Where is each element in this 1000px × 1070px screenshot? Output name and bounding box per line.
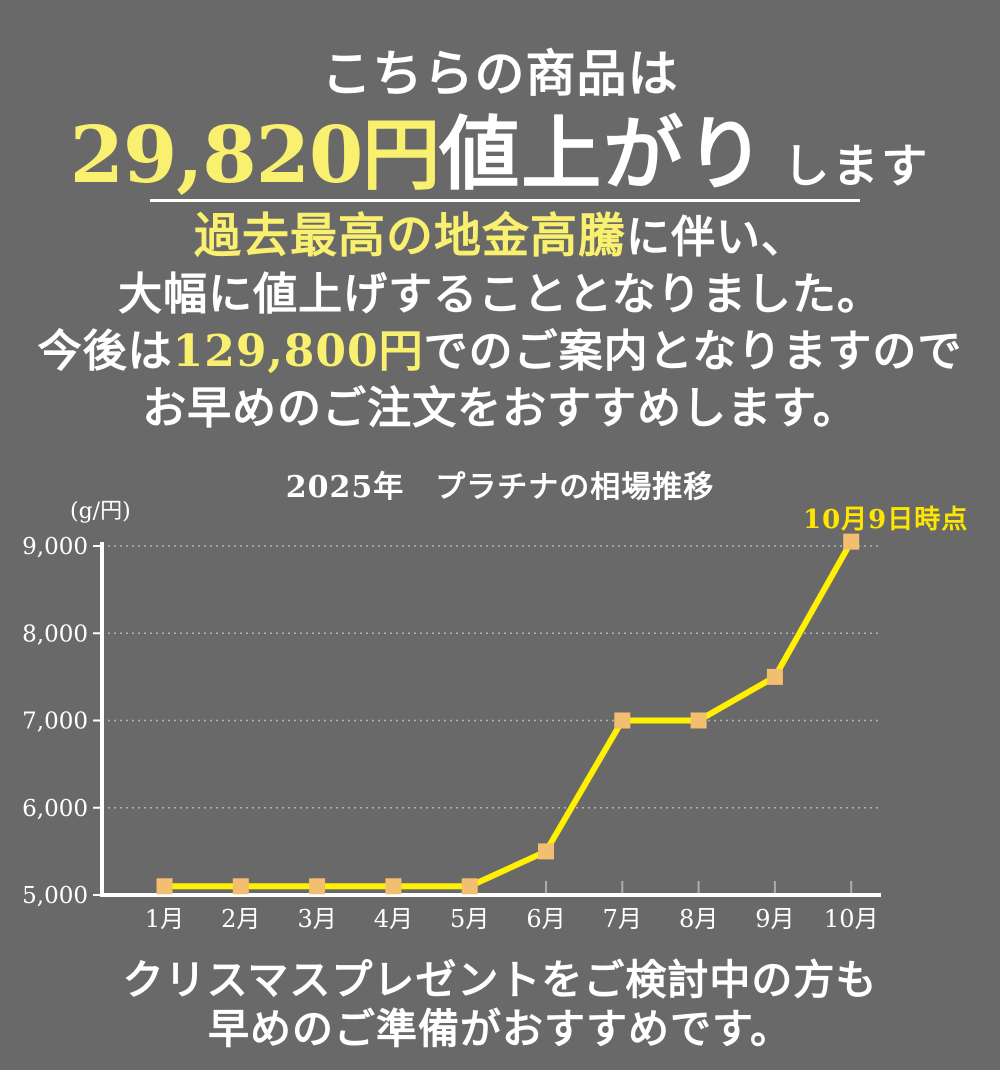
notice-block: 過去最高の地金高騰に伴い、 大幅に値上げすることとなりました。 今後は129,8… — [0, 208, 1000, 437]
notice-line-3-post: でのご案内となりますので — [423, 326, 963, 377]
x-tick-label: 3月 — [297, 905, 336, 933]
hero-intro-text: こちらの商品は — [321, 44, 679, 103]
footer-block: クリスマスプレゼントをご検討中の方も 早めのご準備がおすすめです。 — [0, 956, 1000, 1054]
data-point-marker — [232, 878, 249, 895]
price-increase-suffix: します — [783, 139, 931, 193]
y-tick-label: 8,000 — [22, 621, 88, 647]
platinum-price-line-chart: 5,000 6,000 7,000 8,000 9,000 1月 2月 3月 4月 5月 6月 7月 8… — [22, 533, 881, 933]
notice-line-3: 今後は129,800円でのご案内となりますので — [0, 323, 1000, 380]
x-tick-label: 5月 — [450, 905, 489, 933]
x-tick-label: 8月 — [679, 905, 718, 933]
chart-unit-label: (g/円) — [70, 499, 131, 524]
data-point-marker — [538, 843, 554, 860]
price-increase-word: 値上がり — [439, 107, 768, 201]
footer-line-1: クリスマスプレゼントをご検討中の方も — [122, 956, 878, 1004]
data-point-marker — [156, 878, 173, 895]
x-tick-label: 7月 — [603, 905, 642, 933]
x-tick-label: 2月 — [221, 905, 260, 933]
x-tick-label: 10月 — [824, 905, 879, 933]
data-point-marker — [690, 712, 707, 729]
price-line — [161, 538, 855, 890]
data-point-marker — [309, 878, 326, 895]
footer-line-2: 早めのご準備がおすすめです。 — [208, 1005, 792, 1053]
y-tick-label: 5,000 — [22, 883, 88, 909]
chart-title: 2025年 プラチナの相場推移 — [285, 470, 715, 505]
price-increase-amount: 29,820円 — [69, 110, 441, 201]
x-tick-label: 1月 — [145, 905, 184, 933]
hero-price-line: 29,820円 値上がり します — [0, 90, 1000, 206]
data-point-marker — [843, 533, 860, 550]
notice-line-2: 大幅に値上げすることとなりました。 — [118, 269, 882, 320]
x-tick-label: 4月 — [374, 905, 413, 933]
data-point-marker — [461, 878, 478, 895]
y-tick-label: 7,000 — [22, 709, 88, 735]
notice-line-1: 過去最高の地金高騰に伴い、 — [0, 208, 1000, 266]
notice-new-price: 129,800円 — [172, 326, 424, 377]
notice-line-1-rest: に伴い、 — [626, 212, 806, 263]
x-tick-label: 9月 — [755, 905, 794, 933]
data-point-marker — [614, 712, 631, 729]
chart-date-annotation: 10月9日時点 — [803, 505, 969, 535]
y-tick-label: 6,000 — [22, 796, 88, 822]
y-tick-label: 9,000 — [22, 534, 88, 560]
data-point-marker — [385, 878, 402, 895]
data-point-marker — [766, 668, 783, 685]
section-divider — [150, 199, 860, 202]
x-tick-label: 6月 — [526, 905, 565, 933]
notice-highlight-metal-surge: 過去最高の地金高騰 — [194, 209, 626, 264]
notice-line-4: お早めのご注文をおすすめします。 — [142, 383, 858, 434]
notice-line-3-pre: 今後は — [37, 326, 173, 377]
